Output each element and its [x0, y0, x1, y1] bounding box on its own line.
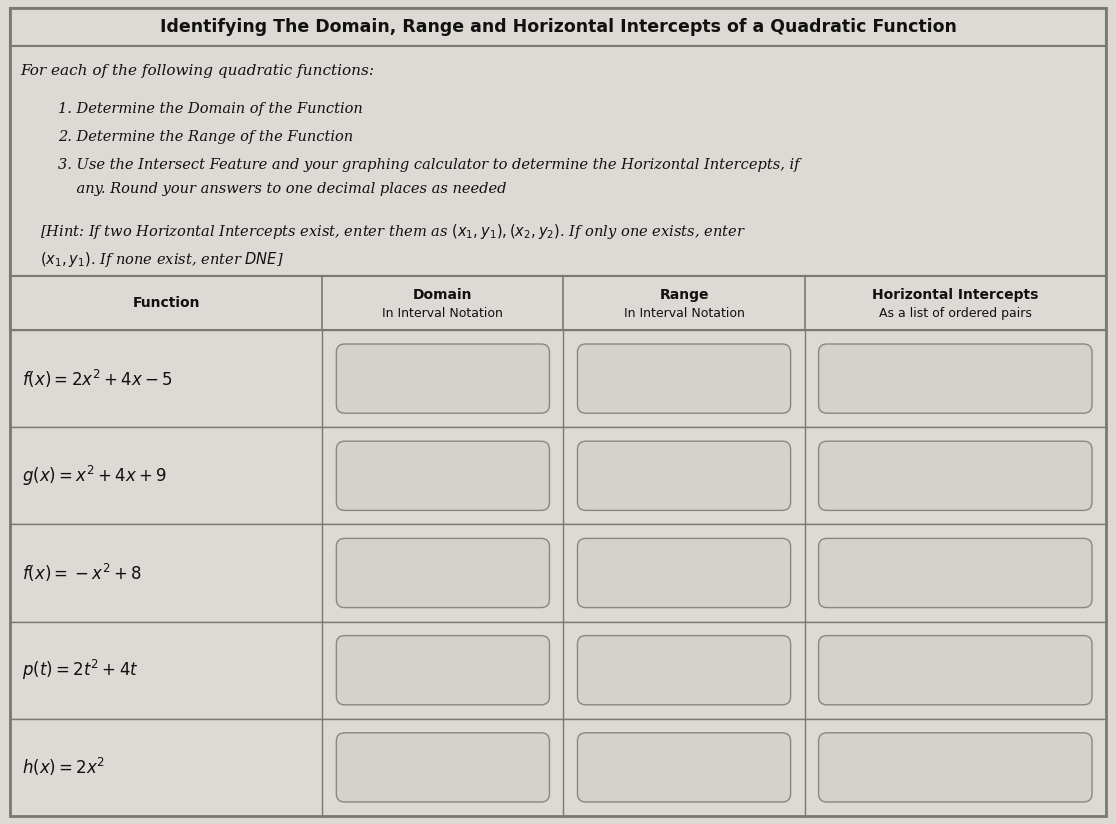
Text: In Interval Notation: In Interval Notation — [383, 307, 503, 320]
Text: Domain: Domain — [413, 288, 473, 302]
FancyBboxPatch shape — [336, 344, 549, 413]
FancyBboxPatch shape — [336, 441, 549, 510]
Text: $g(x) = x^2 + 4x + 9$: $g(x) = x^2 + 4x + 9$ — [22, 464, 167, 488]
Text: [Hint: If two Horizontal Intercepts exist, enter them as $(x_1, y_1),(x_2, y_2)$: [Hint: If two Horizontal Intercepts exis… — [40, 222, 745, 241]
Text: $p(t) = 2t^2 + 4t$: $p(t) = 2t^2 + 4t$ — [22, 658, 138, 682]
Text: $(x_1, y_1)$. If none exist, enter $DNE$]: $(x_1, y_1)$. If none exist, enter $DNE$… — [40, 250, 283, 269]
FancyBboxPatch shape — [577, 733, 790, 802]
FancyBboxPatch shape — [819, 733, 1091, 802]
FancyBboxPatch shape — [336, 733, 549, 802]
Text: As a list of ordered pairs: As a list of ordered pairs — [879, 307, 1031, 320]
Text: For each of the following quadratic functions:: For each of the following quadratic func… — [20, 64, 374, 78]
Bar — [10, 524, 1106, 621]
Text: $h(x) = 2x^2$: $h(x) = 2x^2$ — [22, 756, 105, 779]
Bar — [10, 427, 1106, 524]
Text: 2. Determine the Range of the Function: 2. Determine the Range of the Function — [58, 130, 353, 144]
FancyBboxPatch shape — [819, 441, 1091, 510]
Text: Identifying The Domain, Range and Horizontal Intercepts of a Quadratic Function: Identifying The Domain, Range and Horizo… — [160, 18, 956, 36]
Text: $f(x) = -x^2 + 8$: $f(x) = -x^2 + 8$ — [22, 562, 142, 584]
Text: 3. Use the Intersect Feature and your graphing calculator to determine the Horiz: 3. Use the Intersect Feature and your gr… — [58, 158, 799, 172]
FancyBboxPatch shape — [819, 538, 1091, 607]
FancyBboxPatch shape — [577, 538, 790, 607]
Text: Function: Function — [133, 296, 200, 310]
Text: any. Round your answers to one decimal places as needed: any. Round your answers to one decimal p… — [58, 182, 507, 196]
Bar — [10, 276, 1106, 330]
Text: Horizontal Intercepts: Horizontal Intercepts — [872, 288, 1039, 302]
Bar — [10, 719, 1106, 816]
Bar — [10, 330, 1106, 427]
FancyBboxPatch shape — [577, 635, 790, 705]
Text: Range: Range — [660, 288, 709, 302]
FancyBboxPatch shape — [577, 344, 790, 413]
Bar — [10, 8, 1106, 46]
Text: 1. Determine the Domain of the Function: 1. Determine the Domain of the Function — [58, 102, 363, 116]
Bar — [10, 621, 1106, 719]
Text: In Interval Notation: In Interval Notation — [624, 307, 744, 320]
FancyBboxPatch shape — [819, 635, 1091, 705]
FancyBboxPatch shape — [336, 538, 549, 607]
FancyBboxPatch shape — [336, 635, 549, 705]
Text: $f(x) = 2x^2 + 4x - 5$: $f(x) = 2x^2 + 4x - 5$ — [22, 368, 173, 390]
FancyBboxPatch shape — [819, 344, 1091, 413]
Bar — [10, 46, 1106, 276]
FancyBboxPatch shape — [577, 441, 790, 510]
